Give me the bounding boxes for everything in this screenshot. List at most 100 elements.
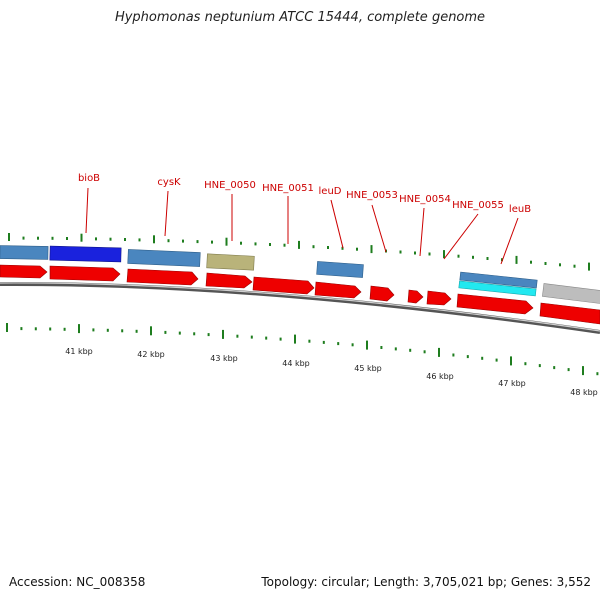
minor-tick bbox=[34, 327, 37, 331]
minor-tick bbox=[351, 343, 354, 347]
gene-label-bioB[interactable]: bioB bbox=[78, 173, 100, 184]
minor-tick bbox=[356, 247, 358, 251]
minor-tick bbox=[380, 346, 383, 349]
minor-tick bbox=[51, 236, 54, 240]
cds-arrow[interactable] bbox=[369, 285, 395, 302]
minor-tick bbox=[553, 366, 556, 370]
gene-label-leaders bbox=[85, 187, 519, 265]
minor-tick bbox=[341, 246, 344, 250]
cds-arrow[interactable] bbox=[0, 264, 48, 279]
minor-tick bbox=[109, 237, 112, 241]
major-tick bbox=[8, 233, 10, 241]
gene-label-HNE_0051[interactable]: HNE_0051 bbox=[262, 183, 314, 194]
leader-line bbox=[443, 213, 479, 260]
cds-arrow[interactable] bbox=[539, 302, 600, 325]
minor-tick bbox=[63, 327, 66, 331]
gene-block-cysK[interactable] bbox=[127, 249, 201, 267]
minor-tick bbox=[452, 353, 455, 357]
minor-tick bbox=[399, 250, 402, 254]
major-tick bbox=[582, 366, 584, 376]
major-tick bbox=[443, 250, 445, 259]
minor-tick bbox=[322, 340, 325, 344]
gene-label-HNE_0054[interactable]: HNE_0054 bbox=[399, 194, 451, 205]
minor-tick bbox=[240, 241, 242, 245]
minor-tick bbox=[66, 237, 68, 240]
minor-tick bbox=[164, 330, 167, 334]
major-tick bbox=[222, 329, 224, 339]
accession-text: Accession: NC_008358 bbox=[9, 575, 146, 589]
gene-block-HNE_0055[interactable] bbox=[459, 271, 538, 289]
gene-label-cysK[interactable]: cysK bbox=[157, 177, 181, 188]
minor-tick bbox=[337, 342, 340, 346]
minor-tick bbox=[559, 263, 561, 267]
cds-arrow[interactable] bbox=[426, 290, 452, 306]
minor-tick bbox=[196, 240, 199, 244]
minor-tick bbox=[544, 262, 547, 265]
minor-tick bbox=[283, 243, 286, 247]
cds-arrow[interactable] bbox=[205, 272, 253, 289]
minor-tick bbox=[207, 333, 210, 337]
cds-arrow[interactable] bbox=[314, 281, 362, 299]
major-tick bbox=[150, 326, 152, 336]
major-tick bbox=[294, 334, 296, 344]
minor-tick bbox=[92, 328, 95, 332]
minor-tick bbox=[106, 328, 109, 332]
minor-tick bbox=[472, 255, 474, 259]
major-tick bbox=[510, 356, 512, 366]
cds-arrow[interactable] bbox=[49, 265, 121, 282]
minor-tick bbox=[596, 372, 599, 376]
major-tick bbox=[78, 324, 80, 334]
minor-tick bbox=[501, 258, 503, 262]
gene-label-HNE_0055[interactable]: HNE_0055 bbox=[452, 200, 504, 211]
gene-block-leuD[interactable] bbox=[316, 261, 364, 278]
minor-tick bbox=[178, 331, 181, 335]
major-tick bbox=[366, 340, 368, 350]
major-tick bbox=[80, 233, 83, 242]
gene-block-gray[interactable] bbox=[542, 283, 600, 305]
minor-tick bbox=[211, 240, 213, 244]
gene-label-HNE_0053[interactable]: HNE_0053 bbox=[346, 190, 398, 201]
minor-tick bbox=[265, 336, 268, 340]
leader-line bbox=[330, 199, 344, 249]
minor-tick bbox=[135, 329, 138, 333]
major-tick bbox=[370, 245, 373, 254]
gene-label-leuB[interactable]: leuB bbox=[509, 204, 531, 215]
minor-tick bbox=[409, 348, 412, 352]
cds-arrow[interactable] bbox=[126, 268, 199, 286]
gene-row-red-cds bbox=[0, 264, 600, 325]
minor-tick bbox=[236, 334, 239, 338]
gene-block-bioB[interactable] bbox=[49, 245, 122, 263]
genome-summary-text: Topology: circular; Length: 3,705,021 bp… bbox=[261, 575, 591, 589]
minor-tick bbox=[466, 355, 469, 359]
minor-tick bbox=[530, 260, 532, 264]
minor-tick bbox=[250, 335, 253, 339]
kbp-label: 41 kbp bbox=[65, 347, 93, 356]
gene-block-cyan[interactable] bbox=[458, 280, 537, 297]
minor-tick bbox=[327, 246, 329, 249]
major-tick bbox=[515, 255, 518, 264]
minor-tick bbox=[182, 239, 184, 243]
gene-label-HNE_0050[interactable]: HNE_0050 bbox=[204, 180, 256, 191]
kbp-label: 47 kbp bbox=[498, 379, 526, 388]
leader-line bbox=[371, 204, 387, 253]
minor-tick bbox=[49, 327, 52, 331]
gene-label-leuD[interactable]: leuD bbox=[319, 186, 342, 197]
gene-block-HNE_0050[interactable] bbox=[206, 253, 255, 271]
minor-tick bbox=[167, 239, 170, 243]
minor-tick bbox=[124, 238, 126, 241]
kbp-scale-labels: 41 kbp 42 kbp 43 kbp 44 kbp 45 kbp 46 kb… bbox=[65, 347, 598, 397]
genome-backbone-highlight bbox=[0, 282, 600, 332]
kbp-label: 43 kbp bbox=[210, 354, 238, 363]
minor-tick bbox=[121, 329, 124, 333]
major-tick bbox=[225, 237, 228, 246]
gene-block-steelblue[interactable] bbox=[0, 245, 49, 260]
cds-arrow[interactable] bbox=[456, 293, 534, 315]
minor-tick bbox=[394, 347, 397, 351]
kbp-label: 48 kbp bbox=[570, 388, 598, 397]
cds-arrow[interactable] bbox=[407, 289, 424, 304]
minor-tick bbox=[423, 350, 426, 354]
cds-arrow[interactable] bbox=[252, 276, 315, 295]
genome-backbone bbox=[0, 281, 600, 334]
minor-tick bbox=[37, 236, 39, 240]
major-tick bbox=[298, 240, 300, 249]
